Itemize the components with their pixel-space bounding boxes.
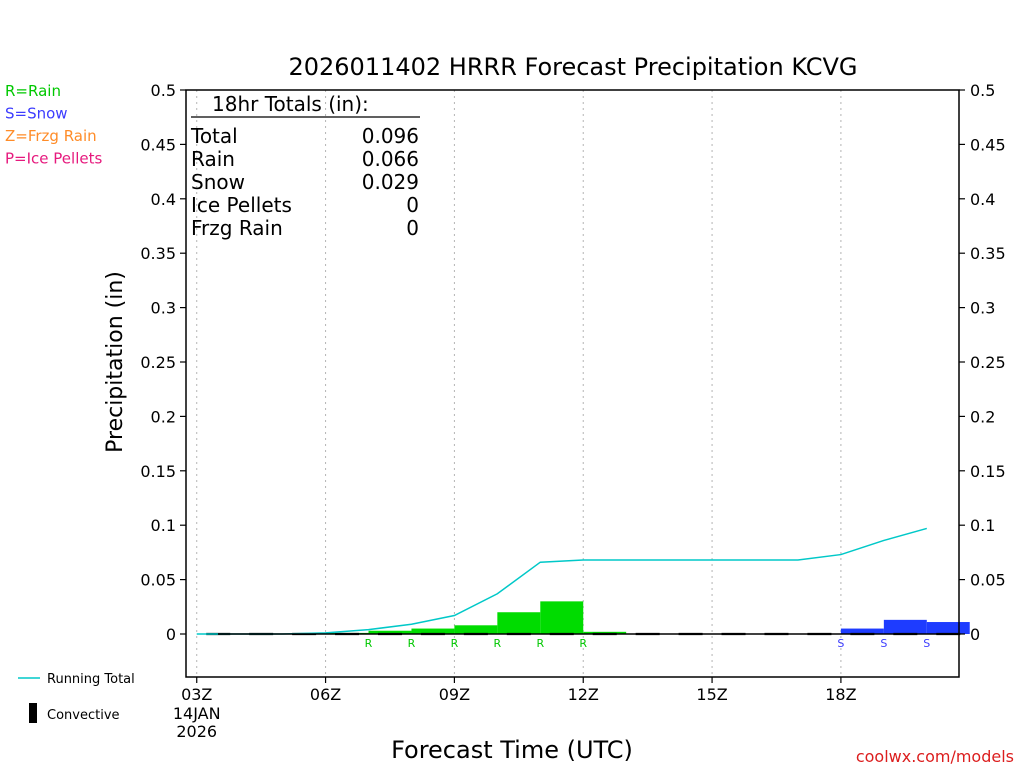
totals-row-value: 0.066: [362, 147, 419, 171]
precip-bar: [883, 619, 927, 634]
x-axis-label: Forecast Time (UTC): [391, 736, 633, 764]
x-tick-sublabel: 14JAN: [173, 704, 221, 723]
precip-type-legend: R=Rain S=Snow Z=Frzg Rain P=Ice Pellets: [5, 82, 102, 168]
x-tick-label: 18Z: [825, 685, 856, 704]
x-tick-sublabel: 2026: [176, 722, 217, 741]
totals-row-label: Ice Pellets: [191, 193, 292, 217]
y-tick-label-right: 0.1: [970, 516, 995, 535]
y-tick-label-left: 0.05: [140, 571, 176, 590]
type-letter: R: [494, 637, 502, 650]
totals-heading: 18hr Totals (in):: [212, 92, 369, 116]
convective-swatch: [29, 703, 37, 723]
type-letter: S: [923, 637, 930, 650]
bars: [325, 601, 970, 634]
totals-row-value: 0.096: [362, 124, 419, 148]
legend-type-label: S=Snow: [5, 105, 68, 123]
type-letter: S: [837, 637, 844, 650]
y-tick-label-left: 0.3: [151, 299, 176, 318]
bottom-legend: Running Total Convective: [18, 672, 135, 723]
precip-bar: [540, 601, 584, 634]
y-ticks: 0 00.05 0.050.1 0.10.15 0.150.2 0.20.25 0.250.…: [140, 81, 1005, 644]
type-letter: R: [365, 637, 373, 650]
y-tick-label-left: 0.1: [151, 516, 176, 535]
plot-frame: [185, 89, 960, 678]
precip-bar: [840, 628, 884, 634]
y-tick-label-right: 0.5: [970, 81, 995, 100]
precip-bar: [497, 612, 541, 634]
legend-type-label: Z=Frzg Rain: [5, 127, 97, 145]
y-tick-label-left: 0.45: [140, 135, 176, 154]
grid-lines: [196, 90, 842, 677]
y-tick-label-right: 0.35: [970, 244, 1006, 263]
running-total-legend-label: Running Total: [47, 672, 135, 687]
totals-row-label: Total: [190, 124, 238, 148]
totals-row-value: 0: [406, 216, 419, 240]
x-tick-label: 12Z: [568, 685, 599, 704]
totals-row-label: Snow: [191, 170, 245, 194]
y-tick-label-right: 0.15: [970, 462, 1006, 481]
precip-bar: [411, 628, 455, 634]
y-tick-label-left: 0.35: [140, 244, 176, 263]
totals-row-value: 0.029: [362, 170, 419, 194]
running-total-line: [196, 527, 927, 635]
type-letter: R: [579, 637, 587, 650]
y-tick-label-left: 0.5: [151, 81, 176, 100]
type-letter: R: [408, 637, 416, 650]
legend-type-label: R=Rain: [5, 82, 61, 100]
type-letter: R: [451, 637, 459, 650]
totals-row-label: Frzg Rain: [191, 216, 283, 240]
y-axis-label: Precipitation (in): [103, 271, 128, 453]
precip-bar: [926, 622, 970, 634]
y-tick-label-left: 0.2: [151, 407, 176, 426]
y-tick-label-right: 0.05: [970, 571, 1006, 590]
y-tick-label-right: 0.4: [970, 190, 995, 209]
totals-box: 18hr Totals (in): Total 0.096 Rain 0.066 Sno…: [190, 92, 420, 240]
x-tick-label: 15Z: [696, 685, 727, 704]
y-tick-label-right: 0: [970, 625, 980, 644]
chart-title: 2026011402 HRRR Forecast Precipitation K…: [288, 53, 857, 81]
y-tick-label-right: 0.45: [970, 135, 1006, 154]
y-tick-label-left: 0.25: [140, 353, 176, 372]
precip-bar: [368, 630, 412, 634]
precip-bar: [454, 625, 498, 634]
type-letter: R: [536, 637, 544, 650]
type-letter: S: [880, 637, 887, 650]
y-tick-label-left: 0.15: [140, 462, 176, 481]
y-tick-label-right: 0.2: [970, 407, 995, 426]
convective-legend-label: Convective: [47, 708, 120, 723]
y-tick-label-left: 0.4: [151, 190, 176, 209]
x-tick-label: 06Z: [310, 685, 341, 704]
totals-rows: Total 0.096 Rain 0.066 Snow 0.029 Ice Pellets 0…: [190, 124, 419, 240]
y-tick-label-right: 0.25: [970, 353, 1006, 372]
totals-row-label: Rain: [191, 147, 235, 171]
x-tick-label: 09Z: [439, 685, 470, 704]
x-tick-label: 03Z: [181, 685, 212, 704]
totals-row-value: 0: [406, 193, 419, 217]
y-tick-label-right: 0.3: [970, 299, 995, 318]
y-tick-label-left: 0: [166, 625, 176, 644]
legend-type-label: P=Ice Pellets: [5, 150, 102, 168]
watermark: coolwx.com/models: [856, 747, 1014, 766]
